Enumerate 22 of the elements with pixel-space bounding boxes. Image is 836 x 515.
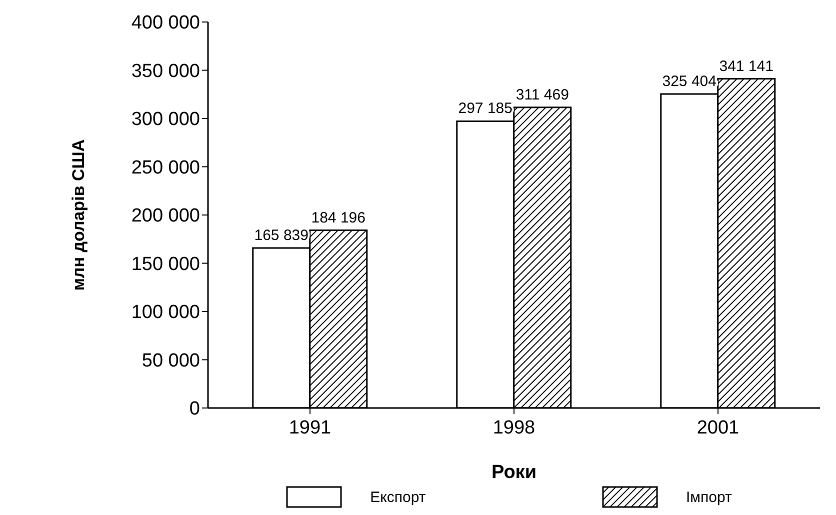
data-label: 325 404 bbox=[662, 72, 716, 90]
y-tick-label: 50 000 bbox=[142, 350, 200, 372]
data-label: 165 839 bbox=[254, 226, 308, 244]
y-tick-label: 400 000 bbox=[131, 12, 200, 34]
data-label: 311 469 bbox=[516, 86, 569, 104]
x-tick-label: 2001 bbox=[696, 417, 740, 438]
y-tick-label: 250 000 bbox=[131, 157, 200, 178]
data-label: 297 185 bbox=[458, 100, 512, 118]
y-tick-label: 300 000 bbox=[131, 109, 200, 130]
x-axis-title: Роки bbox=[492, 462, 536, 483]
x-tick-label: 1998 bbox=[492, 417, 536, 438]
legend-label: Експорт bbox=[370, 488, 426, 506]
y-tick-label: 0 bbox=[189, 398, 200, 420]
y-tick-label: 200 000 bbox=[131, 206, 200, 227]
legend-label: Імпорт bbox=[686, 488, 732, 506]
y-axis-title: млн доларів США bbox=[69, 139, 88, 291]
data-label: 184 196 bbox=[311, 209, 366, 226]
y-tick-label: 350 000 bbox=[131, 60, 200, 82]
y-tick-label: 150 000 bbox=[131, 254, 200, 275]
y-tick-label: 100 000 bbox=[131, 302, 200, 324]
data-label: 341 141 bbox=[719, 58, 774, 75]
x-tick-label: 1991 bbox=[288, 417, 332, 438]
